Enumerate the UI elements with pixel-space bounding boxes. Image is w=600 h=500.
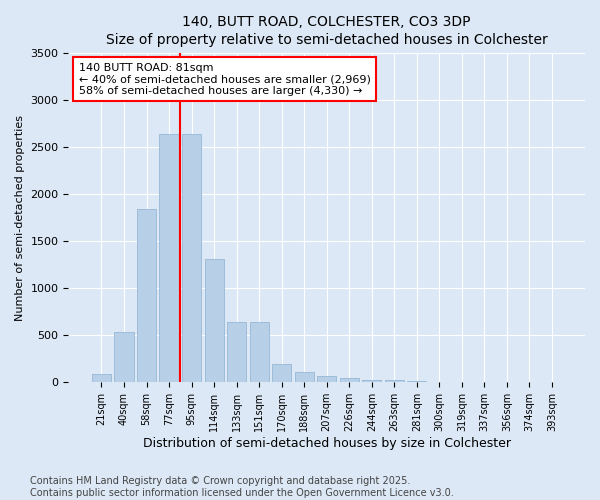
Bar xyxy=(317,376,336,382)
Text: 140 BUTT ROAD: 81sqm
← 40% of semi-detached houses are smaller (2,969)
58% of se: 140 BUTT ROAD: 81sqm ← 40% of semi-detac… xyxy=(79,62,371,96)
Bar xyxy=(295,372,314,382)
Bar xyxy=(92,374,111,382)
Bar xyxy=(362,380,382,382)
Text: Contains HM Land Registry data © Crown copyright and database right 2025.
Contai: Contains HM Land Registry data © Crown c… xyxy=(30,476,454,498)
Bar xyxy=(205,259,224,382)
Y-axis label: Number of semi-detached properties: Number of semi-detached properties xyxy=(15,114,25,320)
Bar xyxy=(385,380,404,382)
Bar xyxy=(340,378,359,382)
Bar xyxy=(160,134,179,382)
Bar xyxy=(227,322,246,382)
Bar xyxy=(182,134,201,382)
Bar xyxy=(272,364,291,382)
Title: 140, BUTT ROAD, COLCHESTER, CO3 3DP
Size of property relative to semi-detached h: 140, BUTT ROAD, COLCHESTER, CO3 3DP Size… xyxy=(106,15,548,48)
Bar xyxy=(137,209,156,382)
X-axis label: Distribution of semi-detached houses by size in Colchester: Distribution of semi-detached houses by … xyxy=(143,437,511,450)
Bar xyxy=(115,332,134,382)
Bar xyxy=(250,322,269,382)
